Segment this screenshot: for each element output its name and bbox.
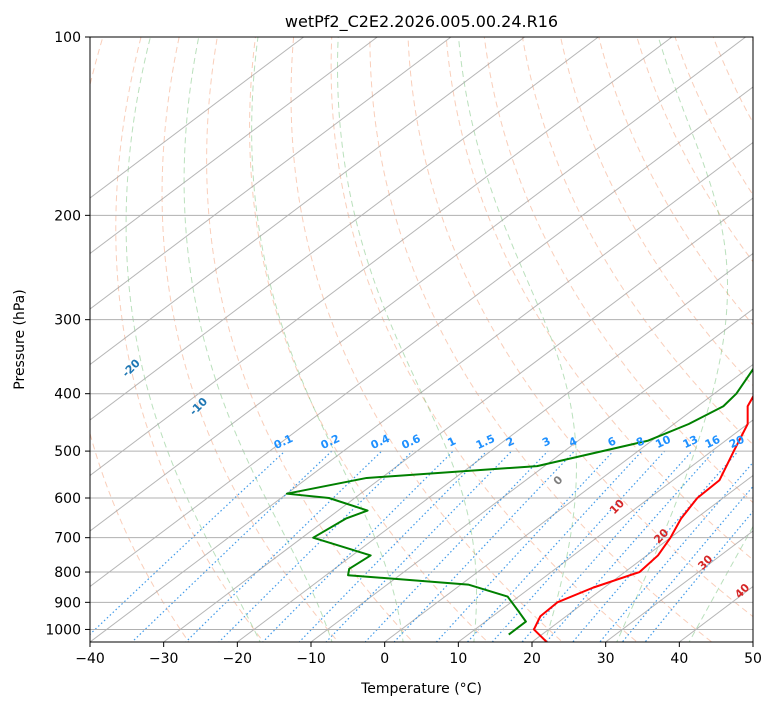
- mixing-ratio-label: 25: [752, 433, 771, 451]
- y-tick-label: 500: [54, 444, 81, 460]
- profile-line: [532, 394, 753, 642]
- moist-adiabat-line: [337, 37, 478, 642]
- y-axis-title: Pressure (hPa): [12, 289, 28, 389]
- isotherm-line: [531, 474, 753, 642]
- isotherm-line: [90, 37, 304, 199]
- y-tick-label: 200: [54, 208, 81, 224]
- dry-adiabat-line: [521, 37, 753, 446]
- y-tick-label: 800: [54, 565, 81, 581]
- profile-line: [285, 367, 753, 636]
- isotherm-line: [90, 37, 746, 532]
- moist-adiabat-line: [458, 37, 577, 642]
- mixing-ratio-label: 10: [653, 433, 673, 451]
- isotherm-line: [458, 419, 753, 642]
- isotherm-line: [90, 37, 452, 310]
- isotherm-line: [90, 37, 673, 477]
- y-tick-label: 300: [54, 313, 81, 329]
- x-tick-label: 50: [744, 651, 762, 667]
- isotherm-line: [310, 308, 753, 642]
- dry-adiabat-line: [115, 37, 265, 642]
- y-tick-label: 100: [54, 30, 81, 46]
- chart-title: wetPf2_C2E2.2026.005.00.24.R16: [285, 12, 558, 32]
- mixing-ratio-label: 13: [681, 433, 700, 451]
- dry-adiabat-line: [407, 37, 753, 618]
- isotherm-line: [90, 37, 525, 366]
- dry-adiabat-line: [290, 37, 564, 642]
- y-tick-label: 400: [54, 387, 81, 403]
- x-tick-label: −30: [149, 651, 179, 667]
- x-tick-label: 10: [449, 651, 467, 667]
- isotherm-line: [90, 37, 599, 421]
- dry-adiabat-line: [330, 37, 638, 642]
- series-layer: [285, 367, 753, 642]
- dry-adiabat-line: [445, 37, 753, 561]
- y-tick-label: 1000: [45, 622, 81, 638]
- isotherm-line: [605, 530, 753, 642]
- x-tick-label: 20: [523, 651, 541, 667]
- x-tick-label: −10: [296, 651, 326, 667]
- isotherm-line: [163, 197, 753, 642]
- mixing-ratio-label: 20: [727, 433, 747, 451]
- isotherm-line: [384, 363, 753, 642]
- moist-adiabat-line: [251, 37, 404, 642]
- y-tick-label: 600: [54, 491, 81, 507]
- moist-adiabat-line: [183, 37, 333, 642]
- plot-frame: [89, 36, 754, 643]
- isotherm-line: [90, 141, 753, 642]
- isotherm-line: [90, 86, 753, 588]
- y-tick-label: 700: [54, 531, 81, 547]
- x-tick-label: 30: [597, 651, 615, 667]
- dry-adiabat-line: [90, 37, 190, 642]
- x-tick-label: 0: [380, 651, 389, 667]
- x-tick-label: −20: [223, 651, 253, 667]
- dry-adiabat-line: [249, 37, 489, 642]
- isotherm-line: [90, 37, 378, 255]
- x-tick-label: −40: [75, 651, 105, 667]
- x-tick-label: 40: [670, 651, 688, 667]
- y-tick-label: 900: [54, 595, 81, 611]
- dry-adiabat-line: [369, 37, 713, 642]
- isotherm-line: [237, 252, 753, 642]
- mixing-ratio-label: 16: [703, 433, 723, 451]
- pressure-grid: [90, 37, 753, 630]
- dry-adiabat-line: [161, 37, 339, 642]
- moist-adiabat-line: [125, 37, 261, 642]
- axes: −40 −30 −20 −10 0 10 20 30 40 50 100 200 300 400 500 60…: [45, 30, 762, 667]
- moist-adiabat-line: [616, 37, 729, 642]
- x-axis-title: Temperature (°C): [360, 681, 482, 697]
